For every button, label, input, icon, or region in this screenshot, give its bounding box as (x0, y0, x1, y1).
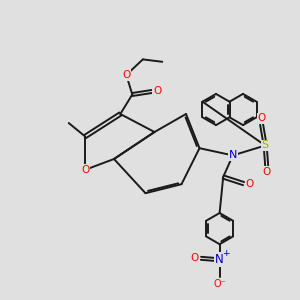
Text: N: N (215, 253, 224, 266)
Text: +: + (223, 249, 230, 258)
Text: O⁻: O⁻ (213, 279, 226, 289)
Text: O: O (190, 253, 199, 263)
Text: N: N (229, 150, 237, 161)
Text: S: S (262, 140, 269, 151)
Text: O: O (245, 178, 254, 189)
Text: O: O (81, 165, 89, 175)
Text: O: O (257, 113, 266, 124)
Text: O: O (262, 167, 271, 177)
Text: O: O (153, 86, 161, 97)
Text: O: O (122, 70, 130, 80)
